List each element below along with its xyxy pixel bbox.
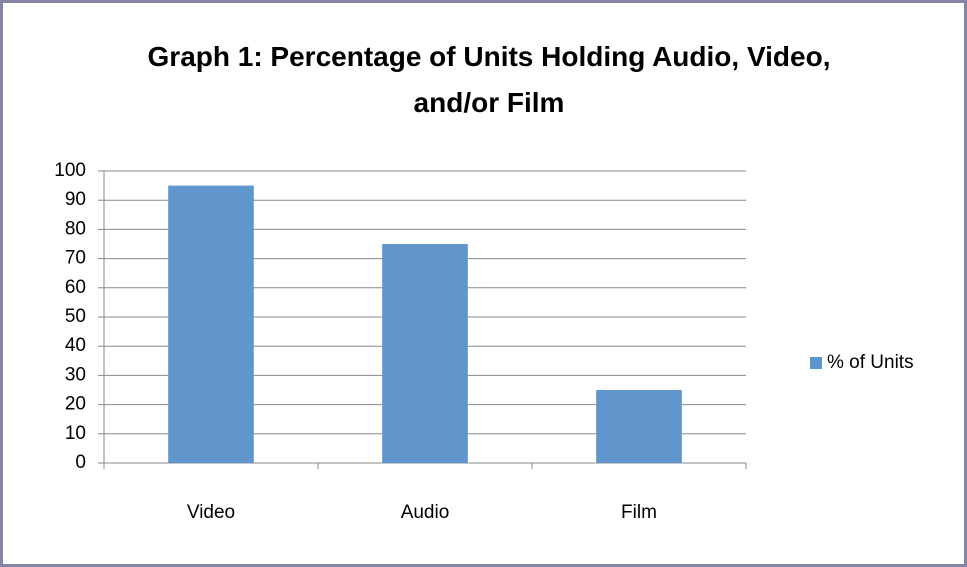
- bar: [596, 390, 682, 463]
- y-tick-label: 90: [65, 189, 86, 210]
- y-tick-label: 40: [65, 335, 86, 356]
- y-tick-label: 20: [65, 394, 86, 415]
- y-tick-label: 50: [65, 306, 86, 327]
- y-tick-label: 60: [65, 277, 86, 298]
- legend-swatch: [810, 357, 822, 369]
- x-tick-label: Film: [621, 502, 657, 523]
- x-tick-label: Video: [187, 502, 235, 523]
- bar: [168, 185, 254, 463]
- x-tick-label: Audio: [401, 502, 450, 523]
- y-tick-label: 70: [65, 248, 86, 269]
- y-tick-label: 0: [75, 452, 86, 473]
- chart-title: Graph 1: Percentage of Units Holding Aud…: [147, 41, 831, 118]
- legend-label: % of Units: [827, 352, 914, 373]
- y-tick-label: 10: [65, 423, 86, 444]
- y-tick-label: 80: [65, 218, 86, 239]
- y-tick-label: 100: [54, 160, 86, 181]
- y-tick-label: 30: [65, 364, 86, 385]
- bar: [382, 244, 468, 463]
